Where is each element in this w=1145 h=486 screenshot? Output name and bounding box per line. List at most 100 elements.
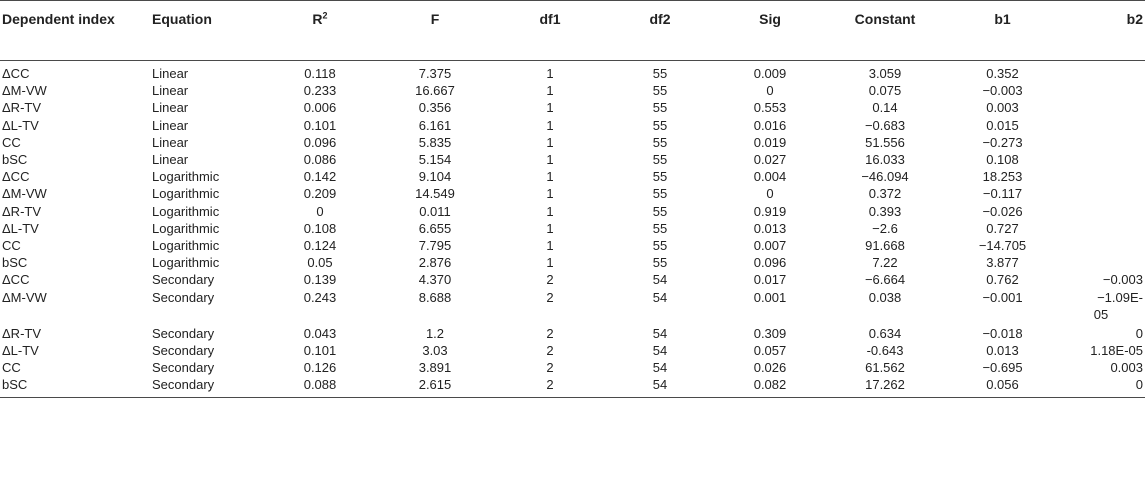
cell-df2: 54 xyxy=(652,272,668,288)
header-b2: b2 xyxy=(1055,0,1145,61)
cell-constant: 61.562 xyxy=(865,360,905,376)
cell-b2 xyxy=(1055,151,1145,168)
cell-df2: 55 xyxy=(652,100,668,116)
cell-df2: 55 xyxy=(652,83,668,99)
cell-b1: 0.108 xyxy=(986,152,1019,168)
cell-constant: 7.22 xyxy=(872,255,898,271)
cell-sig: 0.007 xyxy=(753,238,787,254)
header-b1: b1 xyxy=(950,0,1055,61)
cell-equation: Secondary xyxy=(152,325,215,341)
cell-equation: Secondary xyxy=(152,272,215,288)
cell-equation: Linear xyxy=(152,117,189,133)
cell-b1: 0.013 xyxy=(986,342,1019,358)
table-row: ΔL-TV Secondary 0.101 3.03 2 54 0.057 -0.643 0.0… xyxy=(0,342,1145,359)
header-row: Dependent index Equation R2 F df1 df2 Si… xyxy=(0,0,1145,61)
cell-constant: -0.643 xyxy=(866,342,904,358)
cell-b2: −0.003 xyxy=(1102,272,1143,288)
cell-r-squared: 0.088 xyxy=(270,376,370,399)
cell-b1: 0.015 xyxy=(986,117,1019,133)
table-row: ΔM-VW Secondary 0.243 8.688 2 54 0.001 0.038 −0.… xyxy=(0,289,1145,325)
cell-dependent-index: bSC xyxy=(2,255,28,271)
table-row: bSC Linear 0.086 5.154 1 55 0.027 16.033 0.108 xyxy=(0,151,1145,168)
regression-table: Dependent index Equation R2 F df1 df2 Si… xyxy=(0,0,1145,399)
cell-f: 3.03 xyxy=(422,342,448,358)
cell-b1: −0.273 xyxy=(982,134,1023,150)
cell-b2: 0.003 xyxy=(1110,360,1143,376)
cell-dependent-index: ΔCC xyxy=(2,66,30,81)
cell-r-squared: 0.118 xyxy=(304,66,336,81)
cell-b2 xyxy=(1055,203,1145,220)
cell-r-squared: 0.108 xyxy=(303,220,337,236)
r2-base: R xyxy=(312,11,323,27)
cell-b1: 0.056 xyxy=(950,376,1055,399)
cell-equation: Linear xyxy=(152,152,189,168)
cell-dependent-index: bSC xyxy=(2,152,28,168)
cell-b2 xyxy=(1055,254,1145,271)
cell-b1: −0.026 xyxy=(982,203,1023,219)
cell-r-squared: 0.006 xyxy=(303,100,337,116)
cell-dependent-index: ΔR-TV xyxy=(2,100,42,116)
table-row: ΔL-TV Linear 0.101 6.161 1 55 0.016 −0.683 0.015 xyxy=(0,117,1145,134)
cell-df2: 54 xyxy=(652,289,668,305)
cell-df2: 55 xyxy=(652,134,668,150)
cell-b2 xyxy=(1055,185,1145,202)
cell-dependent-index: bSC xyxy=(0,376,150,399)
cell-df1: 2 xyxy=(546,325,554,341)
cell-b2 xyxy=(1055,237,1145,254)
table-row: ΔM-VW Logarithmic 0.209 14.549 1 55 0 0.372 −0.1… xyxy=(0,185,1145,202)
cell-f: 16.667 xyxy=(415,83,455,99)
cell-r-squared: 0.243 xyxy=(303,289,337,305)
cell-b2: 0 xyxy=(1135,325,1143,341)
header-df1: df1 xyxy=(500,0,600,61)
cell-equation: Linear xyxy=(152,66,189,81)
cell-b2 xyxy=(1055,220,1145,237)
cell-dependent-index: ΔL-TV xyxy=(2,117,39,133)
cell-r-squared: 0 xyxy=(316,203,324,219)
cell-equation: Secondary xyxy=(152,360,215,376)
table-row: bSC Secondary 0.088 2.615 2 54 0.082 17.262 0.05… xyxy=(0,376,1145,399)
cell-r-squared: 0.126 xyxy=(303,360,337,376)
cell-b1: −0.001 xyxy=(982,289,1023,305)
cell-df1: 2 xyxy=(500,376,600,399)
cell-sig: 0.009 xyxy=(753,66,787,81)
cell-df2: 55 xyxy=(652,152,668,168)
cell-df2: 55 xyxy=(652,203,668,219)
cell-equation: Linear xyxy=(152,134,189,150)
cell-sig: 0.082 xyxy=(720,376,820,399)
cell-r-squared: 0.142 xyxy=(303,169,337,185)
cell-dependent-index: ΔCC xyxy=(2,169,30,185)
cell-df2: 54 xyxy=(652,325,668,341)
cell-df2: 55 xyxy=(652,117,668,133)
cell-df1: 1 xyxy=(546,66,554,81)
cell-constant: 0.634 xyxy=(868,325,902,341)
cell-sig: 0 xyxy=(766,186,774,202)
cell-sig: 0.017 xyxy=(753,272,787,288)
cell-b1: 0.727 xyxy=(986,220,1019,236)
header-r-squared: R2 xyxy=(270,0,370,61)
cell-r-squared: 0.124 xyxy=(303,238,337,254)
cell-sig: 0.013 xyxy=(753,220,787,236)
header-sig: Sig xyxy=(720,0,820,61)
cell-constant: 3.059 xyxy=(868,66,902,81)
cell-sig: 0.027 xyxy=(753,152,787,168)
cell-sig: 0.309 xyxy=(753,325,787,341)
cell-dependent-index: ΔCC xyxy=(2,272,30,288)
cell-r-squared: 0.043 xyxy=(303,325,337,341)
cell-dependent-index: CC xyxy=(2,238,21,254)
cell-b1: −0.003 xyxy=(982,83,1023,99)
cell-sig: 0.553 xyxy=(753,100,787,116)
cell-b1: −14.705 xyxy=(978,238,1027,254)
cell-sig: 0.004 xyxy=(753,169,787,185)
cell-r-squared: 0.101 xyxy=(303,342,337,358)
cell-constant: 17.262 xyxy=(820,376,950,399)
cell-b2 xyxy=(1055,82,1145,99)
cell-df1: 2 xyxy=(546,342,554,358)
cell-df1: 1 xyxy=(546,83,554,99)
header-df2: df2 xyxy=(600,0,720,61)
cell-b1: −0.695 xyxy=(982,360,1023,376)
cell-b1: 18.253 xyxy=(982,169,1023,185)
cell-constant: 51.556 xyxy=(865,134,905,150)
cell-b1: 0.003 xyxy=(986,100,1019,116)
cell-constant: 91.668 xyxy=(865,238,905,254)
cell-equation: Secondary xyxy=(150,376,270,399)
